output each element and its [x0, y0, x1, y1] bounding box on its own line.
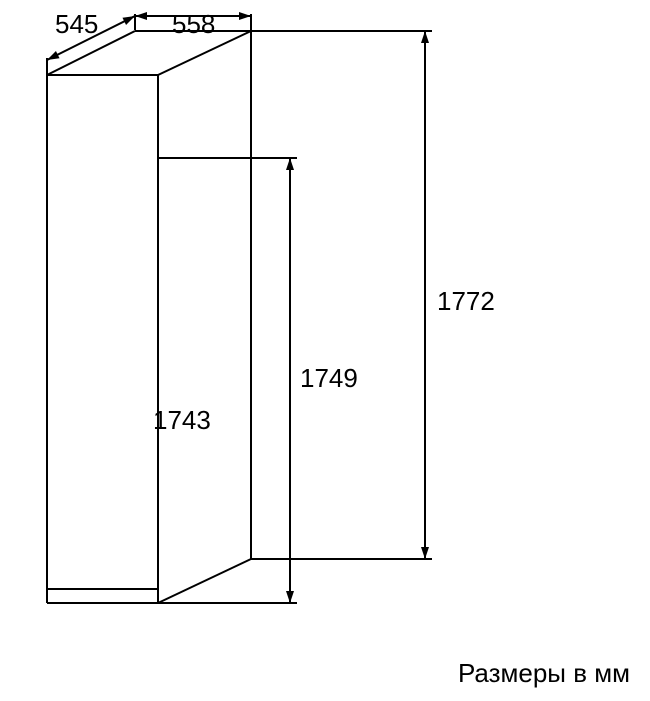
arrowhead: [286, 591, 294, 603]
arrowhead: [47, 51, 60, 60]
caption: Размеры в мм: [458, 658, 630, 688]
arrowhead: [421, 31, 429, 43]
box-bottom-right: [158, 559, 251, 603]
dimensions.height_outer.label: 1772: [437, 286, 495, 316]
dimension-drawing: 545 558 1772 1749 1743 Размеры в мм: [0, 0, 650, 701]
arrowhead: [135, 12, 147, 20]
arrowhead: [286, 158, 294, 170]
arrowhead: [421, 547, 429, 559]
dimensions.height_left.label: 1743: [153, 405, 211, 435]
dimensions.depth.label: 545: [55, 9, 98, 39]
dimensions.width.label: 558: [172, 9, 215, 39]
dimensions.height_inner.label: 1749: [300, 363, 358, 393]
arrowhead: [239, 12, 251, 20]
arrowhead: [122, 16, 135, 25]
